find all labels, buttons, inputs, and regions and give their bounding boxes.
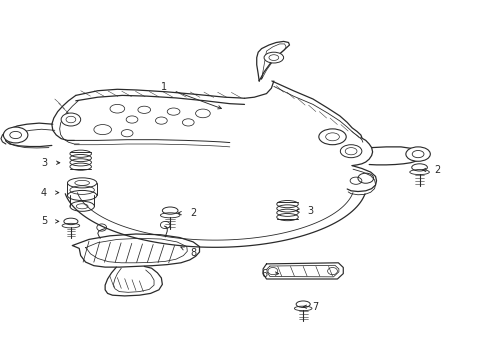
- Ellipse shape: [405, 147, 429, 161]
- Text: 2: 2: [434, 165, 440, 175]
- Ellipse shape: [264, 52, 283, 63]
- Text: 3: 3: [41, 158, 47, 168]
- Text: 1: 1: [161, 82, 166, 92]
- Ellipse shape: [61, 113, 81, 126]
- Text: 7: 7: [312, 302, 318, 312]
- Text: 2: 2: [190, 208, 196, 218]
- Ellipse shape: [3, 127, 28, 143]
- Text: 6: 6: [261, 269, 266, 279]
- Text: 4: 4: [41, 188, 47, 198]
- Text: 3: 3: [307, 206, 313, 216]
- Ellipse shape: [340, 145, 361, 158]
- Text: 5: 5: [41, 216, 47, 226]
- Text: 8: 8: [190, 248, 196, 258]
